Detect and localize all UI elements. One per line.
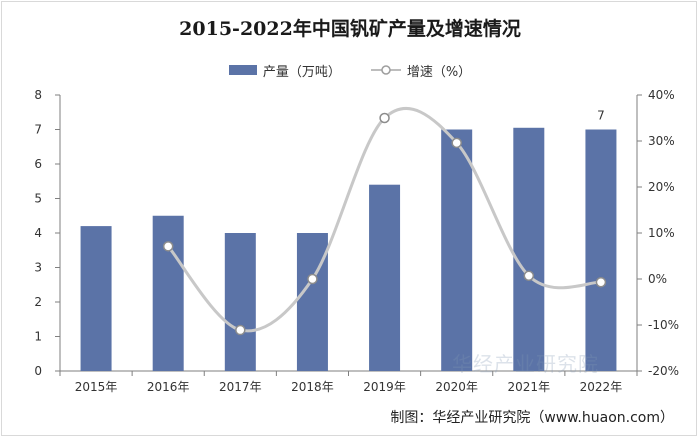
y-right-tick-label: 30% [648,134,675,148]
point-growth-rate [235,324,246,336]
y-right-tick-label: -10% [648,318,679,332]
source-credit: 制图：华经产业研究院（www.huaon.com） [390,410,674,426]
legend-label-growth: 增速（%） [406,64,472,80]
y-left-tick-label: 2 [34,295,42,309]
x-tick-label: 2019年 [363,380,406,394]
y-right-tick-label: 10% [648,226,675,240]
bar-production [513,127,545,372]
watermark: 华经产业研究院 [452,352,599,376]
y-left-tick-label: 6 [34,157,42,171]
y-left-tick-label: 1 [34,330,42,344]
legend-item-growth: 增速（%） [370,61,472,80]
chart-title: 2015-2022年中国钒矿产量及增速情况 [179,18,521,40]
y-left-tick-label: 0 [34,364,42,378]
point-growth-rate [523,270,535,282]
bar-production [224,233,256,371]
bar-production [80,226,112,371]
x-tick-label: 2017年 [219,380,262,394]
x-tick-label: 2016年 [147,380,190,394]
y-left-tick-label: 8 [34,88,42,102]
bar-production [585,129,617,371]
legend-item-production: 产量（万吨） [228,61,341,80]
x-tick-label: 2021年 [508,380,551,394]
legend-label-production: 产量（万吨） [262,64,341,80]
point-growth-rate [379,112,390,124]
y-left-tick-label: 5 [34,192,42,206]
y-left-tick-label: 7 [34,123,42,137]
chart-legend: 产量（万吨） 增速（%） [0,60,700,80]
y-right-tick-label: 40% [648,88,675,102]
x-tick-label: 2018年 [291,380,334,394]
bar-production [369,184,401,371]
point-growth-rate [162,241,174,252]
y-left-tick-label: 4 [34,226,42,240]
legend-line-swatch [370,65,401,75]
y-right-tick-label: 0% [648,272,667,286]
data-label-production: 7 [597,109,605,123]
x-tick-label: 2015年 [75,380,118,394]
bar-production [441,129,473,371]
point-growth-rate [451,137,462,149]
point-growth-rate [307,273,318,285]
x-tick-label: 2020年 [435,380,478,394]
point-growth-rate [595,276,607,288]
y-left-tick-label: 3 [34,261,42,275]
legend-bar-swatch [228,65,257,75]
y-right-tick-label: -20% [648,364,679,378]
y-right-tick-label: 20% [648,180,675,194]
bar-production [152,215,184,371]
x-tick-label: 2022年 [580,380,623,394]
bar-production [296,233,328,371]
